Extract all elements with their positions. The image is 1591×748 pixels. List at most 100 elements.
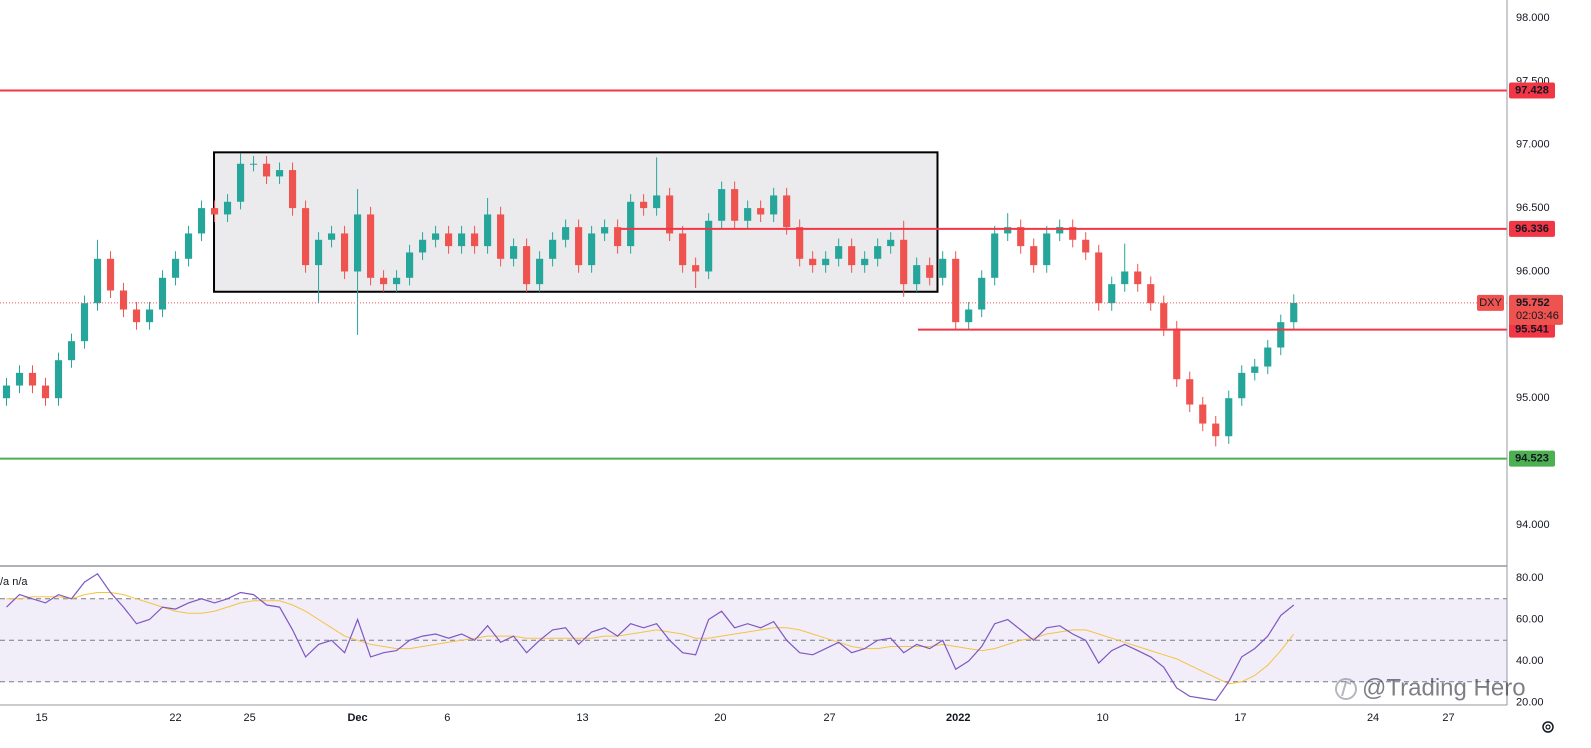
x-tick-label: 27 — [823, 712, 835, 724]
candle-body — [705, 220, 713, 272]
candle-body — [640, 201, 648, 209]
candle-body — [1251, 366, 1259, 373]
candle-body — [41, 385, 50, 399]
candle-body — [340, 233, 349, 272]
candle-body — [991, 233, 999, 278]
candle-body — [913, 265, 921, 285]
candle-body — [419, 239, 427, 253]
candle-body — [900, 239, 908, 285]
settings-button[interactable] — [1542, 721, 1554, 733]
candle-body — [288, 170, 297, 209]
candle-body — [145, 309, 154, 323]
candle-body — [484, 214, 492, 247]
watermark-logo-mark — [1341, 680, 1352, 697]
candle-body — [1160, 303, 1168, 329]
candle-body — [445, 233, 453, 247]
candle-body — [965, 309, 973, 323]
level-label: 94.523 — [1515, 453, 1549, 465]
candle-body — [952, 258, 960, 323]
candle-body — [497, 214, 505, 259]
candle-body — [1134, 271, 1142, 285]
candle-body — [601, 227, 609, 234]
range-box — [213, 151, 939, 293]
candle-body — [54, 360, 63, 399]
candle-body — [588, 233, 596, 266]
candle-body — [848, 246, 856, 266]
candle-body — [536, 258, 544, 285]
candle-body — [458, 233, 466, 247]
candle-body — [744, 208, 752, 221]
symbol-label-box — [1477, 294, 1504, 311]
candle-body — [301, 208, 310, 266]
candle-body — [1173, 328, 1181, 380]
x-tick-label: 13 — [576, 712, 588, 724]
level-label: 97.428 — [1515, 84, 1549, 96]
candle-body — [809, 258, 817, 266]
candle-body — [393, 277, 401, 285]
level-label-box — [1509, 82, 1555, 99]
candle-body — [887, 239, 895, 247]
candle-body — [1095, 252, 1103, 304]
last-price-label: 95.752 — [1516, 297, 1550, 309]
watermark-logo — [1335, 678, 1357, 700]
level-label-box — [1509, 321, 1555, 338]
candle-body — [1238, 372, 1246, 399]
candle-body — [132, 309, 141, 323]
candle-body — [757, 208, 765, 215]
y-tick-label: 96.500 — [1516, 202, 1550, 214]
candle-body — [926, 265, 934, 278]
candle-body — [353, 214, 362, 272]
rsi-tick-label: 60.00 — [1516, 613, 1544, 625]
settings-icon[interactable] — [1542, 721, 1554, 733]
candle-body — [653, 195, 661, 209]
candle-body — [627, 201, 635, 247]
candle-body — [67, 341, 76, 361]
candle-body — [171, 258, 180, 278]
candle-body — [2, 385, 11, 399]
rsi-tick-label: 40.00 — [1516, 655, 1544, 667]
candle-body — [380, 277, 388, 285]
settings-icon-core[interactable] — [1545, 724, 1551, 730]
candle-body — [406, 252, 414, 278]
candle-body — [783, 195, 791, 228]
candle-body — [562, 227, 570, 240]
candle-body — [575, 227, 583, 266]
candle-body — [1199, 404, 1207, 424]
candle-body — [432, 233, 440, 240]
y-tick-label: 94.000 — [1516, 519, 1550, 531]
candle-body — [471, 233, 479, 247]
x-tick-label: 27 — [1442, 712, 1454, 724]
candle-body — [236, 163, 245, 202]
candle-body — [184, 233, 193, 259]
candle-body — [718, 189, 726, 221]
candle-body — [1277, 322, 1285, 348]
candle-body — [1069, 227, 1077, 240]
y-tick-label: 96.000 — [1516, 265, 1550, 277]
candle-body — [770, 195, 778, 215]
candle-body — [1212, 423, 1220, 437]
candle-body — [327, 233, 336, 240]
candle-body — [197, 208, 206, 234]
candle-body — [835, 246, 843, 259]
candle-body — [1108, 284, 1116, 304]
candle-body — [223, 201, 232, 215]
candle-body — [262, 163, 271, 177]
level-label: 96.336 — [1515, 223, 1549, 235]
x-tick-label: 22 — [169, 712, 181, 724]
candle-body — [1121, 271, 1129, 285]
candle-body — [15, 372, 24, 386]
candle-body — [93, 258, 102, 304]
candle-body — [1147, 284, 1155, 304]
candle-body — [510, 246, 518, 259]
y-tick-label: 95.000 — [1516, 392, 1550, 404]
candle-body — [861, 258, 869, 266]
candle-body — [796, 227, 804, 259]
candle-body — [1225, 398, 1233, 437]
level-label-box — [1509, 220, 1555, 237]
candle-body — [1004, 227, 1012, 234]
candle-body — [1030, 246, 1038, 266]
y-tick-label: 97.000 — [1516, 139, 1550, 151]
candle-body — [549, 239, 557, 259]
